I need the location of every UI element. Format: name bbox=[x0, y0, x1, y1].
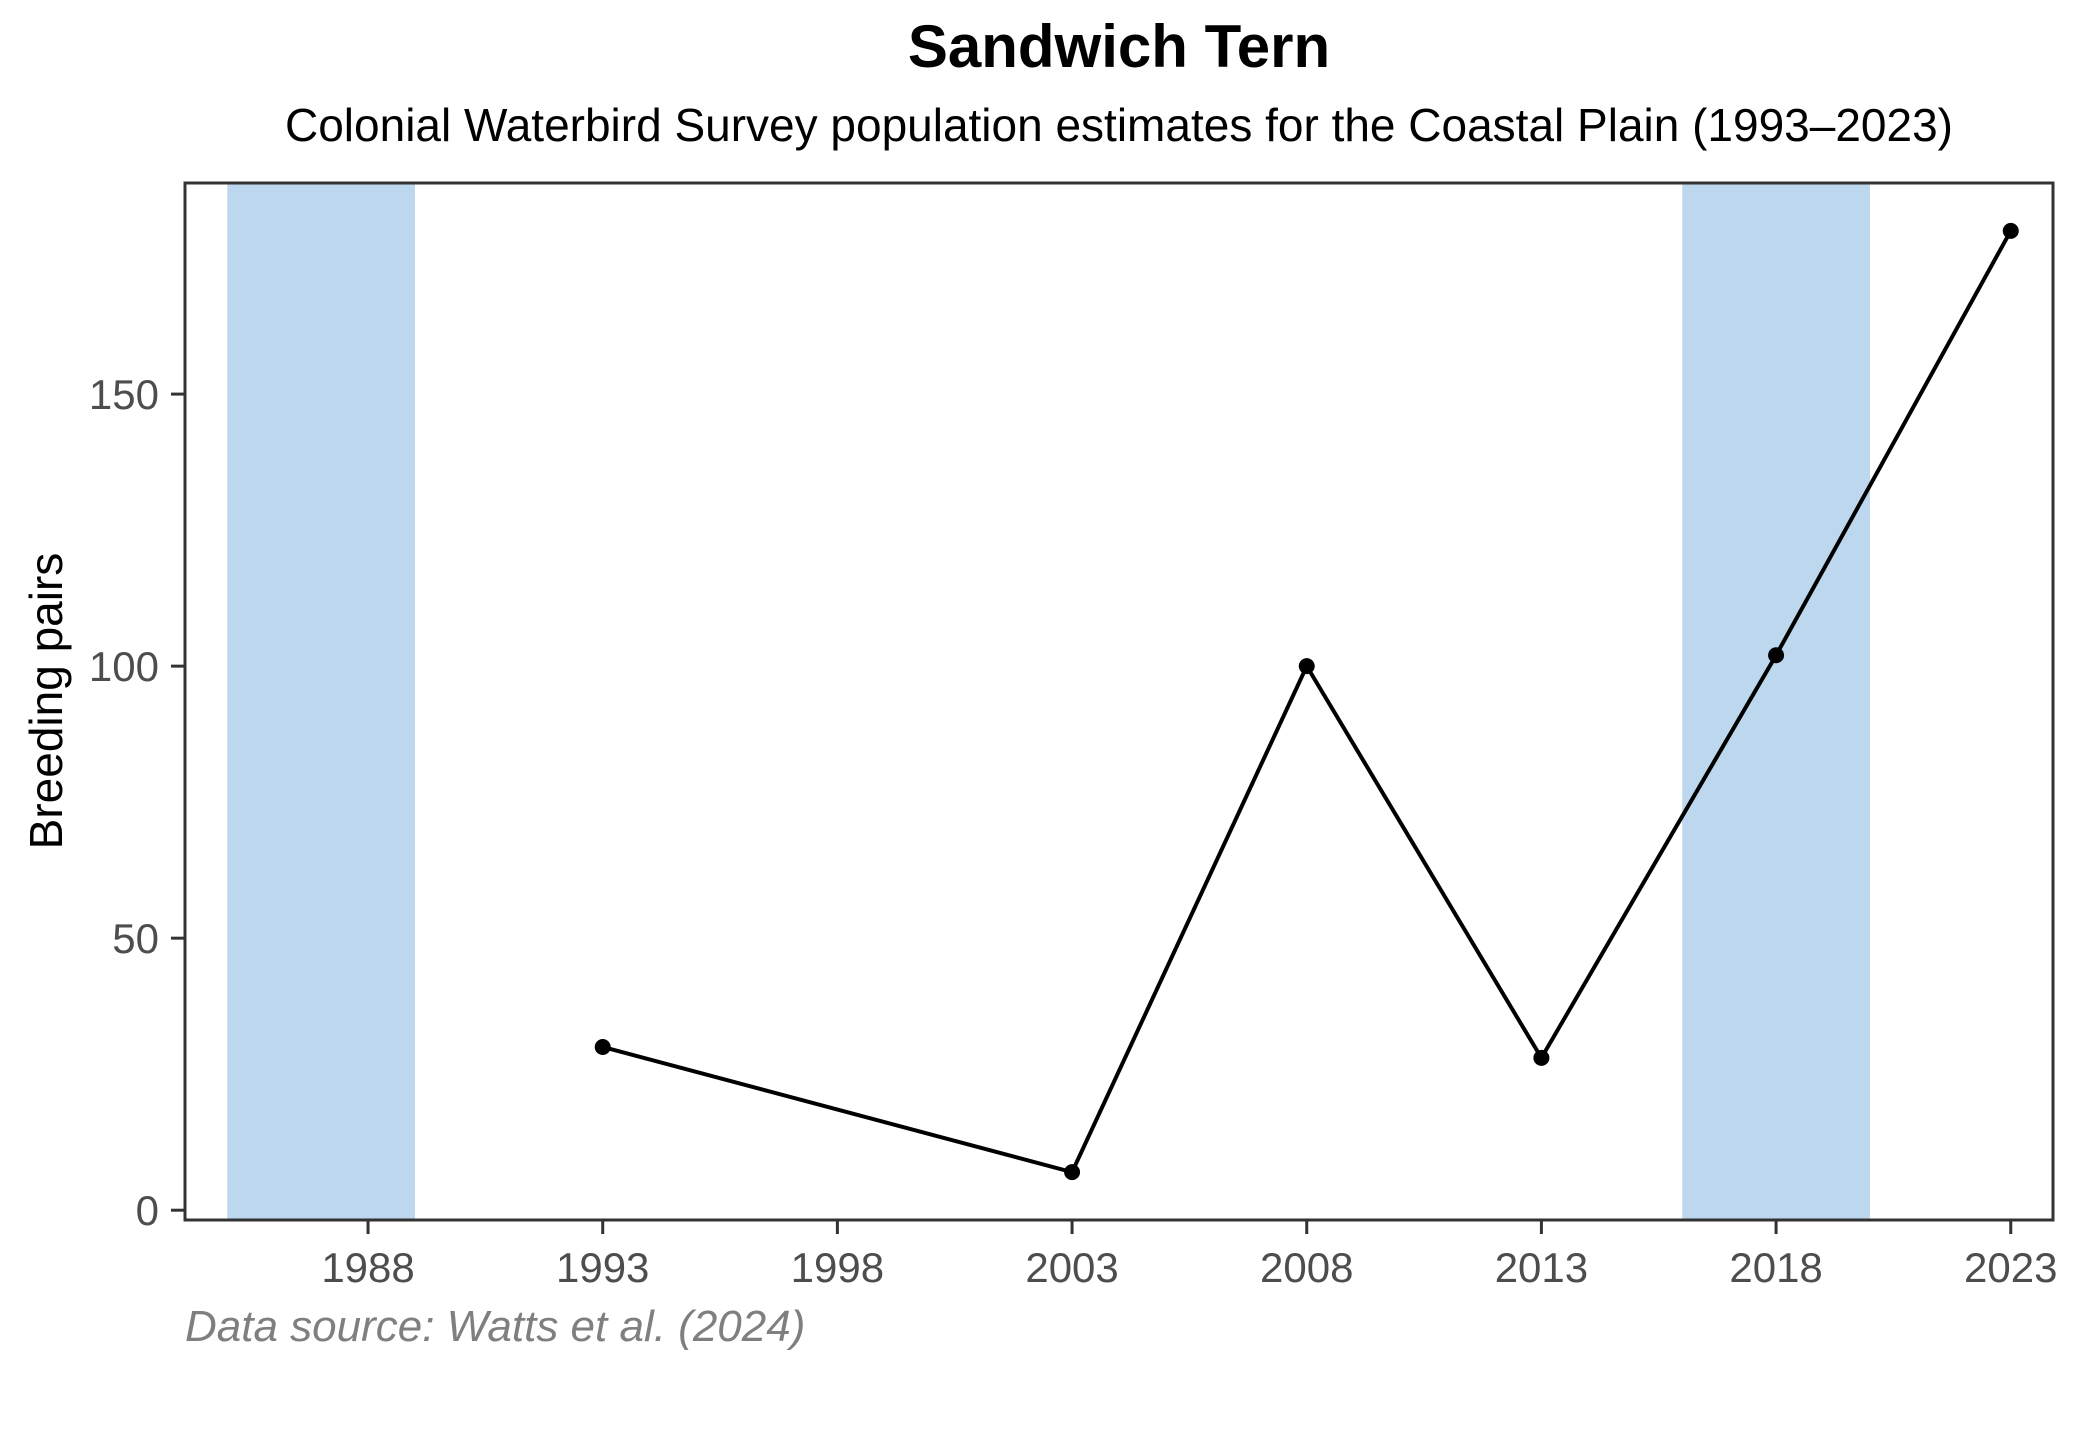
chart-subtitle: Colonial Waterbird Survey population est… bbox=[285, 99, 1953, 151]
chart-title: Sandwich Tern bbox=[907, 13, 1331, 80]
data-point bbox=[1768, 647, 1785, 664]
data-point bbox=[2002, 222, 2019, 239]
survey-period-band bbox=[227, 183, 415, 1220]
x-tick-label: 2018 bbox=[1729, 1244, 1822, 1291]
chart-caption: Data source: Watts et al. (2024) bbox=[185, 1302, 806, 1351]
x-tick-label: 1998 bbox=[791, 1244, 884, 1291]
x-tick-label: 2013 bbox=[1495, 1244, 1588, 1291]
x-tick-label: 1988 bbox=[321, 1244, 414, 1291]
x-tick-label: 2023 bbox=[1964, 1244, 2057, 1291]
y-tick-label: 50 bbox=[112, 915, 159, 962]
y-tick-label: 150 bbox=[89, 371, 159, 418]
y-tick-label: 100 bbox=[89, 643, 159, 690]
survey-period-band bbox=[1682, 183, 1870, 1220]
y-tick-label: 0 bbox=[136, 1187, 159, 1234]
x-tick-label: 2008 bbox=[1260, 1244, 1353, 1291]
x-tick-label: 1993 bbox=[556, 1244, 649, 1291]
data-point bbox=[1533, 1049, 1550, 1066]
data-point bbox=[1298, 658, 1315, 675]
data-line bbox=[602, 229, 2013, 1175]
x-tick-label: 2003 bbox=[1025, 1244, 1118, 1291]
data-point bbox=[594, 1038, 611, 1055]
data-point bbox=[1064, 1164, 1081, 1181]
panel-border bbox=[183, 181, 2055, 1222]
